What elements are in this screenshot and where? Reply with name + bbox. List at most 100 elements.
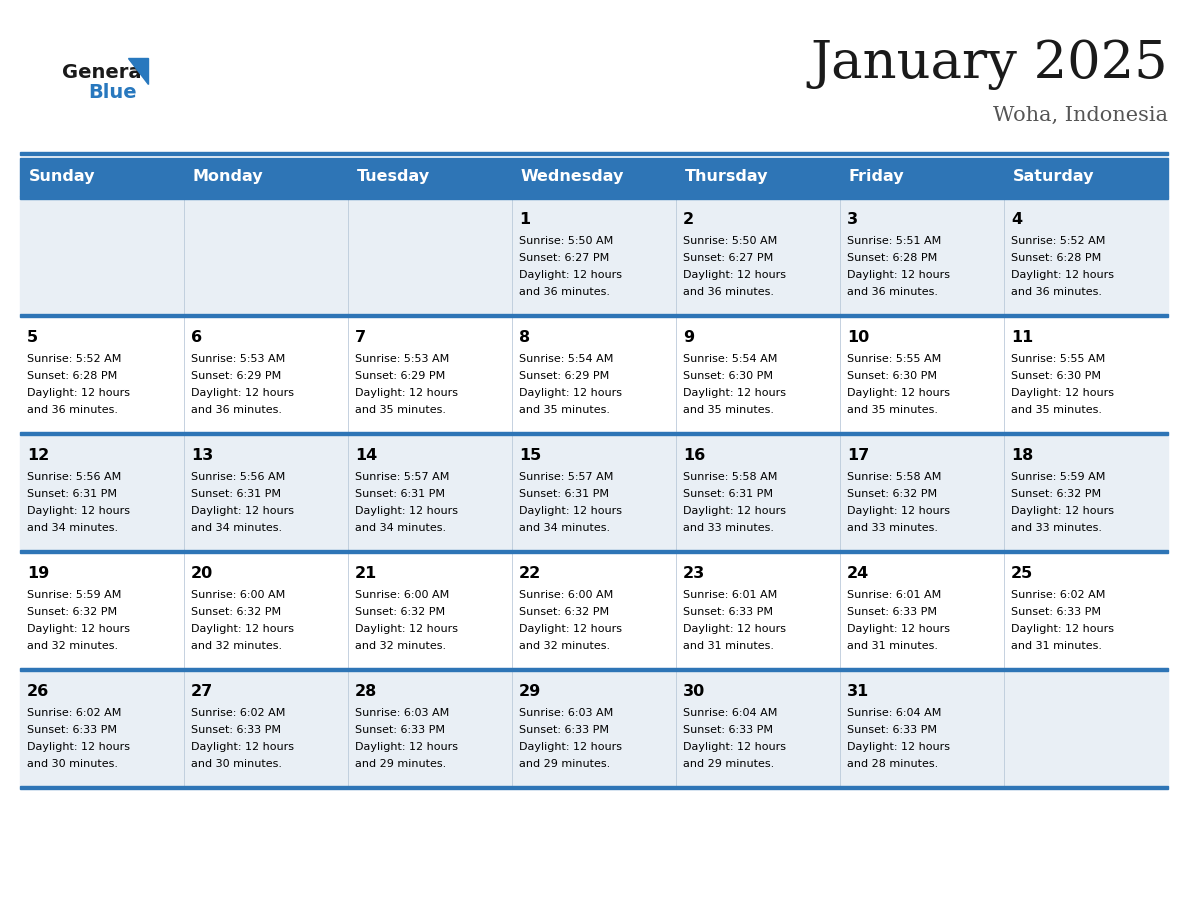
Text: Daylight: 12 hours: Daylight: 12 hours bbox=[355, 742, 459, 752]
Text: Sunrise: 5:54 AM: Sunrise: 5:54 AM bbox=[683, 354, 777, 364]
Text: 25: 25 bbox=[1011, 566, 1034, 581]
Text: Sunset: 6:33 PM: Sunset: 6:33 PM bbox=[683, 607, 773, 617]
Text: and 32 minutes.: and 32 minutes. bbox=[519, 641, 611, 651]
Text: 23: 23 bbox=[683, 566, 706, 581]
Text: Sunrise: 5:59 AM: Sunrise: 5:59 AM bbox=[27, 590, 121, 600]
Bar bbox=[20, 158, 1168, 196]
Text: 22: 22 bbox=[519, 566, 542, 581]
Bar bbox=[20, 196, 1168, 314]
Text: General: General bbox=[62, 62, 148, 82]
Bar bbox=[20, 196, 1168, 198]
Text: 10: 10 bbox=[847, 330, 870, 345]
Text: Daylight: 12 hours: Daylight: 12 hours bbox=[191, 624, 293, 634]
Text: Sunset: 6:32 PM: Sunset: 6:32 PM bbox=[1011, 489, 1101, 499]
Text: Sunrise: 5:52 AM: Sunrise: 5:52 AM bbox=[27, 354, 121, 364]
Text: Sunrise: 6:01 AM: Sunrise: 6:01 AM bbox=[847, 590, 941, 600]
Text: 3: 3 bbox=[847, 212, 858, 227]
Text: Daylight: 12 hours: Daylight: 12 hours bbox=[355, 506, 459, 516]
Text: 29: 29 bbox=[519, 684, 542, 699]
Text: 7: 7 bbox=[355, 330, 366, 345]
Bar bbox=[20, 432, 1168, 434]
Text: Saturday: Saturday bbox=[1013, 170, 1094, 185]
Bar bbox=[20, 786, 1168, 789]
Text: and 34 minutes.: and 34 minutes. bbox=[191, 523, 282, 533]
Text: 1: 1 bbox=[519, 212, 530, 227]
Text: Sunrise: 5:55 AM: Sunrise: 5:55 AM bbox=[1011, 354, 1105, 364]
Text: 2: 2 bbox=[683, 212, 694, 227]
Text: Wednesday: Wednesday bbox=[522, 170, 625, 185]
Bar bbox=[20, 550, 1168, 668]
Text: and 33 minutes.: and 33 minutes. bbox=[847, 523, 939, 533]
Polygon shape bbox=[128, 58, 148, 84]
Text: Sunset: 6:32 PM: Sunset: 6:32 PM bbox=[191, 607, 282, 617]
Text: Sunrise: 5:54 AM: Sunrise: 5:54 AM bbox=[519, 354, 613, 364]
Text: Sunrise: 5:50 AM: Sunrise: 5:50 AM bbox=[683, 236, 777, 246]
Text: Daylight: 12 hours: Daylight: 12 hours bbox=[27, 624, 129, 634]
Text: Daylight: 12 hours: Daylight: 12 hours bbox=[191, 388, 293, 398]
Text: Sunrise: 6:00 AM: Sunrise: 6:00 AM bbox=[519, 590, 613, 600]
Text: Sunrise: 5:53 AM: Sunrise: 5:53 AM bbox=[355, 354, 449, 364]
Text: Sunday: Sunday bbox=[29, 170, 95, 185]
Bar bbox=[20, 668, 1168, 786]
Text: 26: 26 bbox=[27, 684, 49, 699]
Text: 24: 24 bbox=[847, 566, 870, 581]
Text: and 35 minutes.: and 35 minutes. bbox=[683, 405, 775, 415]
Text: Daylight: 12 hours: Daylight: 12 hours bbox=[519, 270, 623, 280]
Text: Sunset: 6:28 PM: Sunset: 6:28 PM bbox=[1011, 253, 1101, 263]
Text: Sunset: 6:30 PM: Sunset: 6:30 PM bbox=[683, 371, 773, 381]
Text: 31: 31 bbox=[847, 684, 870, 699]
Text: 17: 17 bbox=[847, 448, 870, 463]
Text: and 32 minutes.: and 32 minutes. bbox=[355, 641, 447, 651]
Text: and 33 minutes.: and 33 minutes. bbox=[683, 523, 775, 533]
Text: Sunrise: 6:00 AM: Sunrise: 6:00 AM bbox=[355, 590, 449, 600]
Text: Daylight: 12 hours: Daylight: 12 hours bbox=[1011, 624, 1114, 634]
Text: Daylight: 12 hours: Daylight: 12 hours bbox=[683, 624, 786, 634]
Text: Sunrise: 5:57 AM: Sunrise: 5:57 AM bbox=[355, 472, 449, 482]
Text: Sunrise: 6:02 AM: Sunrise: 6:02 AM bbox=[191, 708, 285, 718]
Text: 19: 19 bbox=[27, 566, 49, 581]
Text: and 36 minutes.: and 36 minutes. bbox=[191, 405, 282, 415]
Bar bbox=[20, 550, 1168, 553]
Text: Daylight: 12 hours: Daylight: 12 hours bbox=[1011, 270, 1114, 280]
Text: Daylight: 12 hours: Daylight: 12 hours bbox=[847, 506, 950, 516]
Text: Daylight: 12 hours: Daylight: 12 hours bbox=[1011, 506, 1114, 516]
Text: Sunrise: 6:02 AM: Sunrise: 6:02 AM bbox=[27, 708, 121, 718]
Text: Sunset: 6:29 PM: Sunset: 6:29 PM bbox=[355, 371, 446, 381]
Text: Woha, Indonesia: Woha, Indonesia bbox=[993, 106, 1168, 125]
Text: Daylight: 12 hours: Daylight: 12 hours bbox=[355, 624, 459, 634]
Text: Tuesday: Tuesday bbox=[358, 170, 430, 185]
Text: and 35 minutes.: and 35 minutes. bbox=[519, 405, 609, 415]
Text: 27: 27 bbox=[191, 684, 214, 699]
Text: Sunrise: 5:51 AM: Sunrise: 5:51 AM bbox=[847, 236, 941, 246]
Text: Sunrise: 6:03 AM: Sunrise: 6:03 AM bbox=[519, 708, 613, 718]
Text: 13: 13 bbox=[191, 448, 214, 463]
Text: and 36 minutes.: and 36 minutes. bbox=[847, 287, 939, 297]
Text: Sunrise: 5:55 AM: Sunrise: 5:55 AM bbox=[847, 354, 941, 364]
Text: Daylight: 12 hours: Daylight: 12 hours bbox=[519, 742, 623, 752]
Text: Daylight: 12 hours: Daylight: 12 hours bbox=[27, 506, 129, 516]
Text: Sunset: 6:30 PM: Sunset: 6:30 PM bbox=[847, 371, 937, 381]
Text: 30: 30 bbox=[683, 684, 706, 699]
Text: Daylight: 12 hours: Daylight: 12 hours bbox=[1011, 388, 1114, 398]
Text: and 32 minutes.: and 32 minutes. bbox=[191, 641, 282, 651]
Text: and 29 minutes.: and 29 minutes. bbox=[355, 759, 447, 769]
Text: and 33 minutes.: and 33 minutes. bbox=[1011, 523, 1102, 533]
Bar bbox=[20, 432, 1168, 550]
Text: and 34 minutes.: and 34 minutes. bbox=[27, 523, 118, 533]
Text: Sunset: 6:33 PM: Sunset: 6:33 PM bbox=[355, 725, 446, 735]
Text: Daylight: 12 hours: Daylight: 12 hours bbox=[191, 506, 293, 516]
Text: Sunset: 6:32 PM: Sunset: 6:32 PM bbox=[519, 607, 609, 617]
Text: and 34 minutes.: and 34 minutes. bbox=[519, 523, 611, 533]
Text: and 32 minutes.: and 32 minutes. bbox=[27, 641, 118, 651]
Text: and 36 minutes.: and 36 minutes. bbox=[27, 405, 118, 415]
Text: Sunrise: 6:04 AM: Sunrise: 6:04 AM bbox=[847, 708, 941, 718]
Text: Sunrise: 5:52 AM: Sunrise: 5:52 AM bbox=[1011, 236, 1105, 246]
Text: 5: 5 bbox=[27, 330, 38, 345]
Text: Daylight: 12 hours: Daylight: 12 hours bbox=[519, 388, 623, 398]
Text: Sunrise: 6:00 AM: Sunrise: 6:00 AM bbox=[191, 590, 285, 600]
Text: Friday: Friday bbox=[849, 170, 904, 185]
Text: and 36 minutes.: and 36 minutes. bbox=[1011, 287, 1102, 297]
Text: and 36 minutes.: and 36 minutes. bbox=[683, 287, 775, 297]
Text: and 31 minutes.: and 31 minutes. bbox=[847, 641, 939, 651]
Text: 18: 18 bbox=[1011, 448, 1034, 463]
